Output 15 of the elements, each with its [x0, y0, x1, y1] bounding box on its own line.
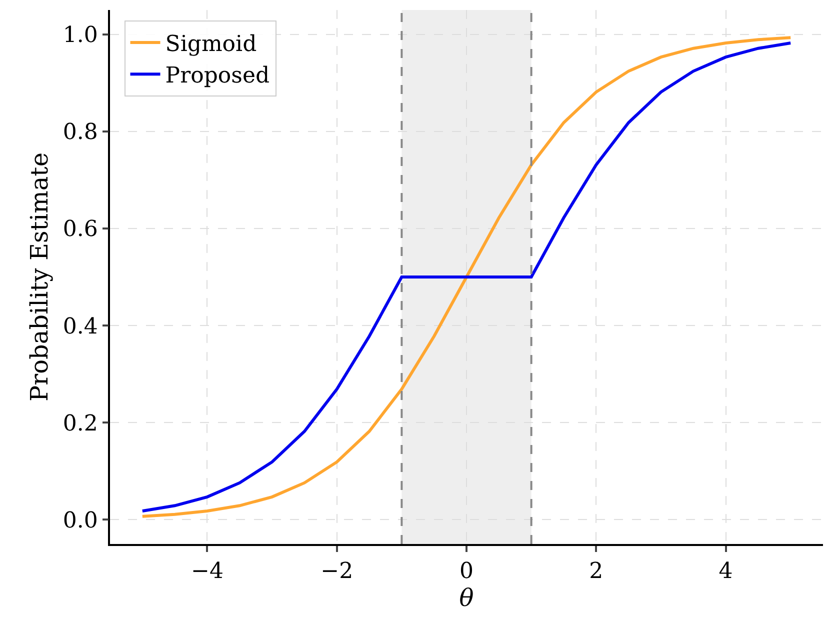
x-tick-label: 0: [460, 559, 474, 584]
legend-label: Proposed: [165, 64, 270, 89]
legend-label: Sigmoid: [165, 32, 257, 58]
y-axis-title: Probability Estimate: [25, 152, 54, 402]
x-tick-label: 2: [589, 559, 604, 584]
y-tick-label: 0.2: [62, 411, 98, 436]
y-tick-label: 0.4: [62, 314, 98, 340]
y-tick-label: 0.0: [62, 508, 98, 534]
x-tick-label: −4: [191, 559, 224, 584]
x-tick-label: −2: [320, 559, 354, 584]
y-tick-label: 0.8: [62, 120, 98, 146]
y-tick-label: 0.6: [62, 217, 98, 242]
x-axis-title: θ: [459, 584, 474, 612]
x-tick-label: 4: [718, 559, 733, 584]
y-tick-label: 1.0: [62, 22, 98, 48]
